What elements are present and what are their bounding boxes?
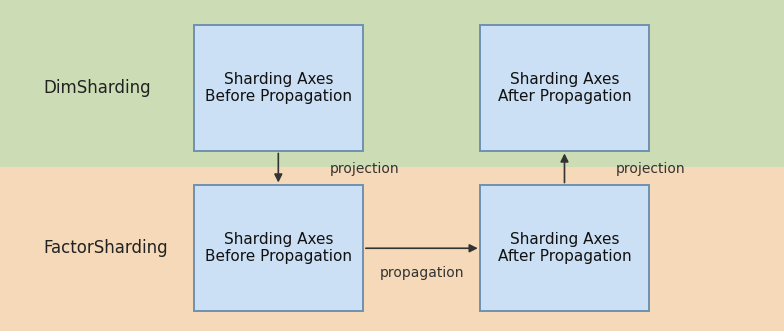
Text: Sharding Axes
Before Propagation: Sharding Axes Before Propagation — [205, 71, 352, 104]
FancyBboxPatch shape — [194, 185, 362, 311]
Text: FactorSharding: FactorSharding — [43, 239, 168, 257]
Bar — [0, 167, 784, 331]
Text: propagation: propagation — [379, 266, 464, 280]
Text: DimSharding: DimSharding — [43, 79, 151, 97]
FancyBboxPatch shape — [480, 185, 648, 311]
Text: Sharding Axes
After Propagation: Sharding Axes After Propagation — [498, 232, 631, 264]
FancyBboxPatch shape — [194, 25, 362, 151]
Bar — [0, 0, 784, 167]
FancyBboxPatch shape — [480, 25, 648, 151]
Text: Sharding Axes
Before Propagation: Sharding Axes Before Propagation — [205, 232, 352, 264]
Text: projection: projection — [329, 162, 399, 176]
Text: Sharding Axes
After Propagation: Sharding Axes After Propagation — [498, 71, 631, 104]
Text: projection: projection — [615, 162, 685, 176]
